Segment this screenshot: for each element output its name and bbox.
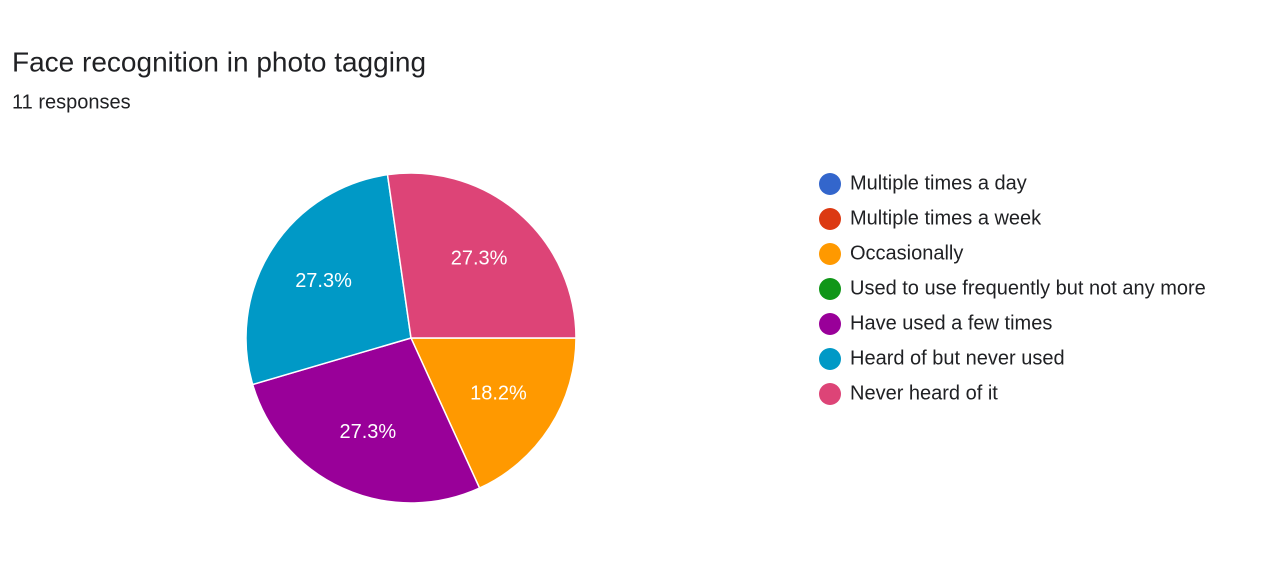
legend-label: Multiple times a week	[850, 207, 1042, 229]
legend-swatch	[819, 173, 841, 195]
data-label: 18.2%	[470, 382, 527, 404]
pie-slice	[409, 337, 577, 490]
pie-slice	[245, 173, 412, 386]
legend-swatch	[819, 208, 841, 230]
legend-swatch	[819, 348, 841, 370]
legend-swatch	[819, 383, 841, 405]
pie-slice	[386, 172, 577, 339]
data-label: 27.3%	[451, 248, 508, 270]
legend-label: Never heard of it	[850, 382, 998, 404]
data-label: 27.3%	[295, 270, 352, 292]
legend-label: Occasionally	[850, 242, 963, 264]
data-label: 27.3%	[339, 421, 396, 443]
legend-label: Heard of but never used	[850, 347, 1065, 369]
pie-slice	[251, 337, 481, 504]
chart-subtitle: 11 responses	[12, 91, 131, 113]
legend-label: Used to use frequently but not any more	[850, 277, 1206, 299]
legend-swatch	[819, 243, 841, 265]
legend-swatch	[819, 313, 841, 335]
chart-title: Face recognition in photo tagging	[12, 46, 426, 77]
legend-label: Have used a few times	[850, 312, 1052, 334]
legend-label: Multiple times a day	[850, 172, 1027, 194]
legend-swatch	[819, 278, 841, 300]
